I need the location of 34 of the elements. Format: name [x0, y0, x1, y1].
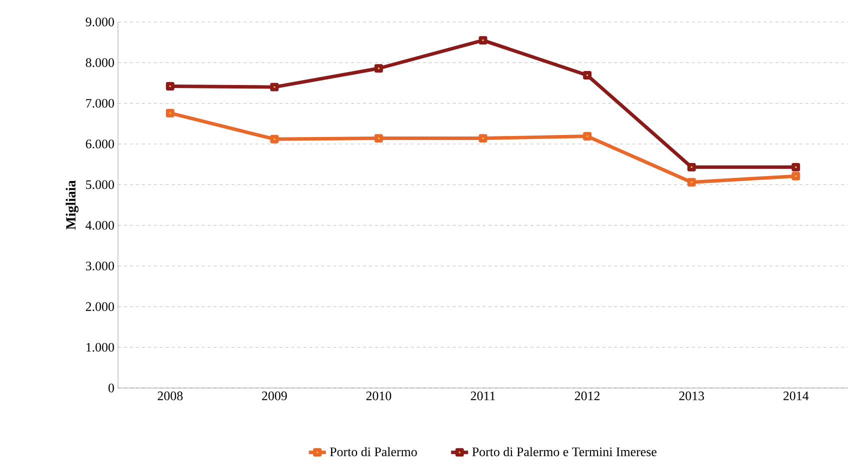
point	[583, 132, 592, 141]
point	[270, 134, 279, 144]
y-tick-label: 0	[108, 384, 114, 392]
y-tick-label: 1.000	[86, 342, 114, 352]
y-tick-label: 3.000	[86, 262, 114, 270]
y-tick-label: 2.000	[86, 302, 114, 312]
point	[270, 82, 279, 92]
point	[374, 64, 383, 73]
x-tick-label: 2013	[679, 392, 704, 400]
y-tick-label: 6.000	[86, 140, 114, 148]
point	[478, 36, 488, 45]
y-axis-title: Migliaia	[66, 180, 78, 230]
y-tick-label: 5.000	[86, 180, 114, 190]
x-tick-label: 2011	[470, 392, 495, 400]
point	[792, 172, 800, 180]
x-tick-label: 2008	[158, 392, 183, 400]
point	[478, 134, 488, 143]
point	[166, 82, 174, 90]
y-tick-label: 8.000	[86, 58, 114, 68]
y-tick-label: 9.000	[86, 18, 114, 26]
x-tick-label: 2009	[262, 392, 287, 400]
point	[792, 162, 800, 172]
y-tick-label: 7.000	[86, 98, 114, 108]
point	[374, 134, 383, 143]
point	[687, 178, 696, 186]
y-tick-label: 4.000	[86, 220, 114, 230]
legend-label: Porto di Palermo e Termini Imerese	[472, 447, 656, 456]
point	[166, 108, 174, 118]
x-tick-label: 2012	[574, 392, 600, 400]
x-tick-label: 2014	[783, 392, 809, 400]
point	[583, 71, 592, 80]
legend-label: Porto di Palermo	[330, 447, 417, 456]
x-tick-label: 2010	[366, 392, 392, 400]
point	[687, 162, 696, 172]
